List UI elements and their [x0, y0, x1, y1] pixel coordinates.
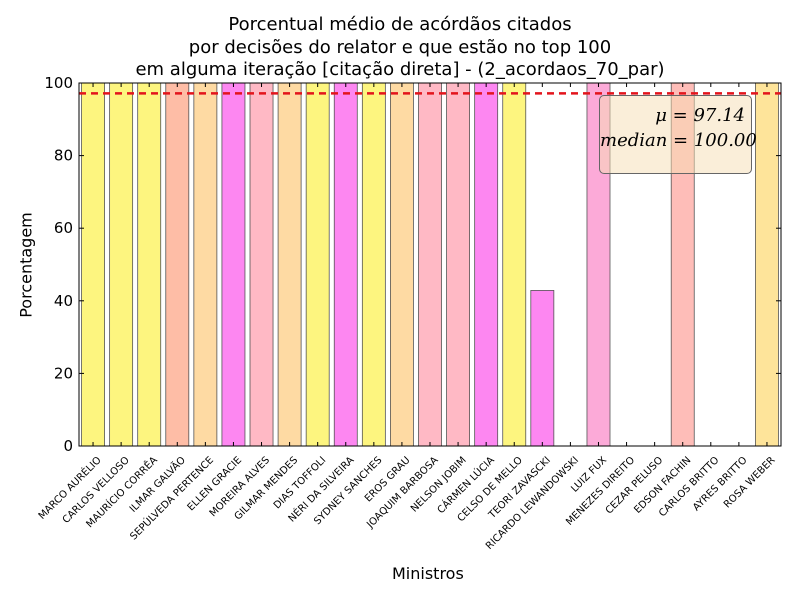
chart-title-line-1: Porcentual médio de acórdãos citados [228, 14, 572, 35]
stats-mean: μ = 97.14 [655, 105, 745, 126]
x-tick-label-24: ROSA WEBER [722, 455, 778, 511]
bar-16 [530, 290, 555, 447]
y-tick-label-3: 60 [54, 219, 73, 237]
y-axis-label: Porcentagem [16, 212, 36, 318]
bar-15 [502, 82, 527, 447]
chart-title-line-2: por decisões do relator e que estão no t… [188, 37, 612, 58]
y-ticks-group: 0 20 40 60 80 100 [44, 74, 781, 455]
bars-group [81, 82, 779, 447]
bar-10 [361, 82, 386, 447]
y-tick-label-1: 20 [54, 364, 73, 382]
bar-3 [165, 82, 190, 447]
y-tick-label-2: 40 [54, 292, 73, 310]
bar-8 [305, 82, 330, 447]
y-tick-label-5: 100 [44, 74, 73, 92]
bar-24 [755, 82, 779, 447]
y-tick-label-4: 80 [54, 147, 73, 165]
bar-11 [390, 82, 414, 447]
bar-1 [109, 82, 134, 447]
bar-4 [193, 82, 218, 447]
bar-9 [333, 82, 358, 447]
stats-box: μ = 97.14 median = 100.00 [599, 95, 757, 174]
bar-6 [249, 82, 274, 447]
y-tick-label-0: 0 [63, 437, 73, 455]
stats-median: median = 100.00 [600, 130, 757, 151]
bar-2 [137, 82, 162, 447]
bar-5 [221, 82, 246, 447]
chart-title-line-3: em alguma iteração [citação direta] - (2… [135, 59, 665, 80]
bar-0 [81, 82, 105, 447]
x-axis-label: Ministros [392, 564, 464, 583]
bar-13 [446, 82, 471, 447]
bar-7 [277, 82, 302, 447]
bar-14 [474, 82, 499, 447]
bar-12 [418, 82, 442, 447]
